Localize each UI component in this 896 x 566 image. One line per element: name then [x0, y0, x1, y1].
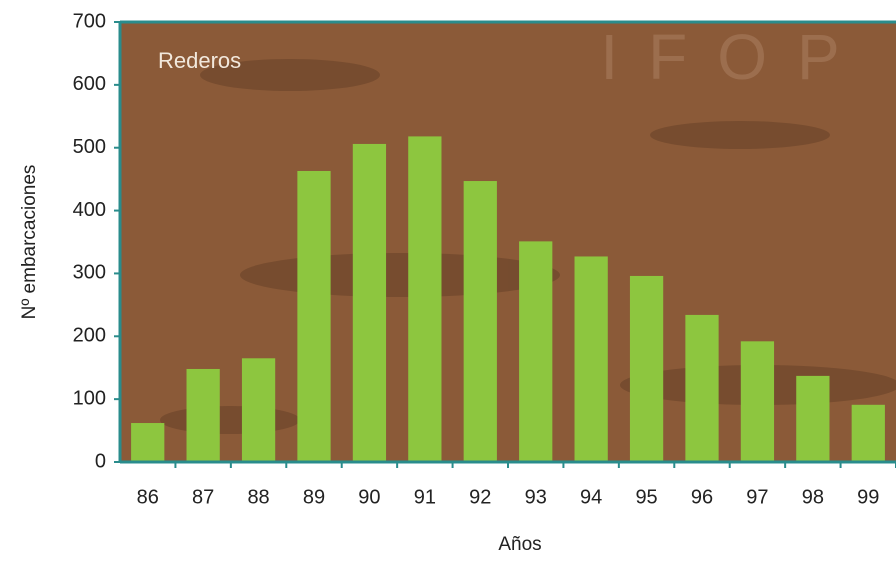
x-tick-label: 98 [802, 486, 824, 508]
x-tick-label: 96 [691, 486, 713, 508]
y-tick-label: 0 [95, 450, 106, 472]
bar [297, 170, 331, 462]
y-tick-label: 200 [73, 325, 106, 347]
y-tick-label: 300 [73, 262, 106, 284]
bar [408, 136, 442, 462]
x-tick-label: 86 [137, 486, 159, 508]
bar [685, 314, 719, 462]
y-tick-label: 600 [73, 73, 106, 95]
x-tick-label: 92 [469, 486, 491, 508]
x-tick-label: 95 [635, 486, 657, 508]
x-tick-label: 94 [580, 486, 602, 508]
bar [851, 404, 885, 462]
bar [796, 375, 830, 462]
bar [186, 368, 220, 462]
x-tick-label: 90 [358, 486, 380, 508]
bar [629, 275, 664, 462]
x-axis-label: Años [498, 534, 541, 555]
bar [463, 181, 497, 462]
x-tick-label: 97 [746, 486, 768, 508]
bar [352, 143, 387, 462]
y-tick-label: 400 [73, 199, 106, 221]
bar [740, 341, 775, 462]
x-tick-label: 89 [303, 486, 325, 508]
x-tick-label: 99 [857, 486, 879, 508]
watermark: IFOP [600, 21, 869, 93]
x-tick-label: 87 [192, 486, 214, 508]
y-axis-label: Nº embarcaciones [19, 165, 40, 320]
bar [131, 423, 165, 462]
bar [519, 241, 553, 462]
x-tick-label: 93 [525, 486, 547, 508]
y-tick-label: 100 [73, 387, 106, 409]
x-tick-label: 88 [247, 486, 269, 508]
bar [241, 358, 276, 462]
x-tick-label: 91 [414, 486, 436, 508]
bar [574, 256, 608, 462]
y-tick-label: 500 [73, 136, 106, 158]
y-tick-label: 700 [73, 10, 106, 32]
annotation: Rederos [158, 48, 241, 73]
